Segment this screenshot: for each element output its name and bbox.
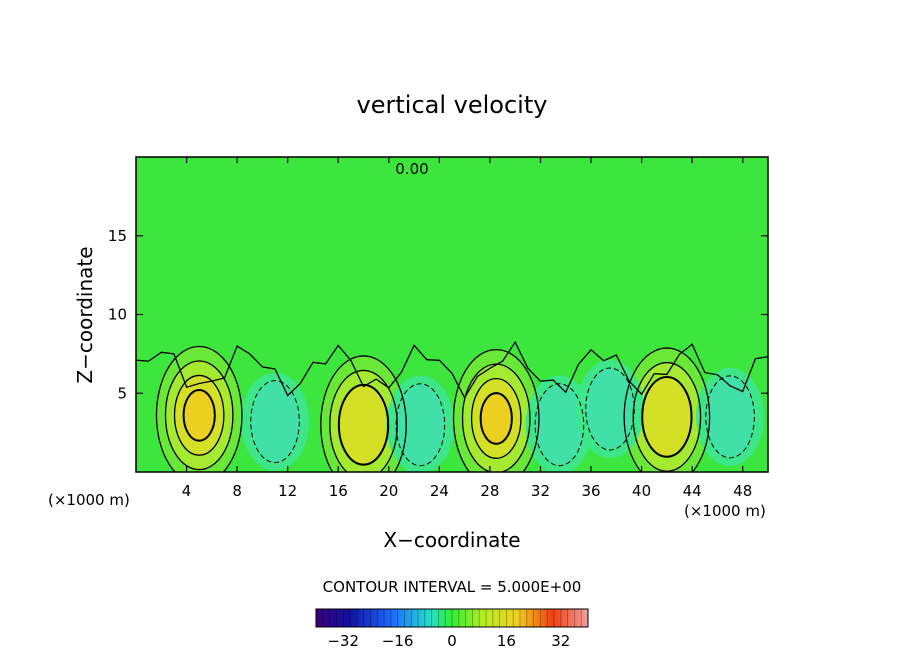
updraft-contour	[641, 376, 693, 458]
x-tick-label: 36	[581, 482, 600, 500]
x-axis-label: X−coordinate	[383, 528, 520, 552]
colorbar-tick-label: 0	[447, 632, 457, 650]
updraft-contour	[623, 347, 711, 472]
updraft-contour	[337, 383, 390, 466]
updraft-region	[642, 377, 692, 457]
plot-area	[136, 157, 768, 472]
x-tick-label: 8	[232, 482, 242, 500]
y-tick-label: 10	[108, 306, 127, 324]
x-tick-label: 16	[329, 482, 348, 500]
chart-title: vertical velocity	[357, 91, 548, 119]
downdraft-contour	[395, 383, 446, 467]
x-tick-label: 44	[683, 482, 702, 500]
x-tick-label: 12	[278, 482, 297, 500]
downdraft-core	[396, 383, 445, 466]
y-tick-label: 15	[108, 227, 127, 245]
updraft-contour	[182, 388, 216, 442]
x-unit-left: (×1000 m)	[48, 491, 130, 509]
downdraft-contour	[534, 383, 585, 467]
x-tick-label: 4	[182, 482, 192, 500]
downdraft-core	[535, 383, 584, 466]
x-tick-label: 48	[733, 482, 752, 500]
colorbar-tick-label: −32	[327, 632, 359, 650]
downdraft-contour	[585, 367, 635, 451]
x-tick-label: 20	[379, 482, 398, 500]
downdraft-core	[585, 368, 635, 450]
zero-contour	[136, 340, 768, 400]
updraft-region	[480, 393, 512, 444]
x-tick-label: 40	[632, 482, 651, 500]
downdraft-core	[250, 380, 300, 463]
updraft-contour	[470, 377, 522, 459]
colorbar-tick-label: −16	[382, 632, 414, 650]
downdraft-core	[705, 375, 755, 458]
x-tick-label: 28	[480, 482, 499, 500]
updraft-contour	[320, 355, 407, 472]
updraft-contour	[329, 369, 398, 472]
updraft-contour	[452, 348, 540, 472]
y-axis-label: Z−coordinate	[73, 246, 97, 383]
updraft-contour	[173, 374, 225, 456]
updraft-contour	[155, 345, 243, 472]
downdraft-contour	[250, 380, 300, 464]
colorbar	[315, 608, 589, 628]
colorbar-tick-label: 32	[551, 632, 570, 650]
colorbar-segments	[322, 609, 582, 627]
updraft-region	[338, 384, 389, 465]
x-tick-label: 24	[430, 482, 449, 500]
x-unit-right: (×1000 m)	[684, 502, 766, 520]
x-tick-label: 32	[531, 482, 550, 500]
y-tick-label: 5	[117, 384, 127, 402]
downdraft-contour	[705, 375, 755, 459]
updraft-region	[183, 389, 215, 441]
zero-contour-label: 0.00	[395, 160, 428, 178]
updraft-contour	[479, 392, 513, 445]
updraft-contour	[164, 360, 234, 471]
contour-interval-label: CONTOUR INTERVAL = 5.000E+00	[323, 578, 582, 596]
updraft-contour	[632, 361, 702, 472]
colorbar-tick-label: 16	[497, 632, 516, 650]
